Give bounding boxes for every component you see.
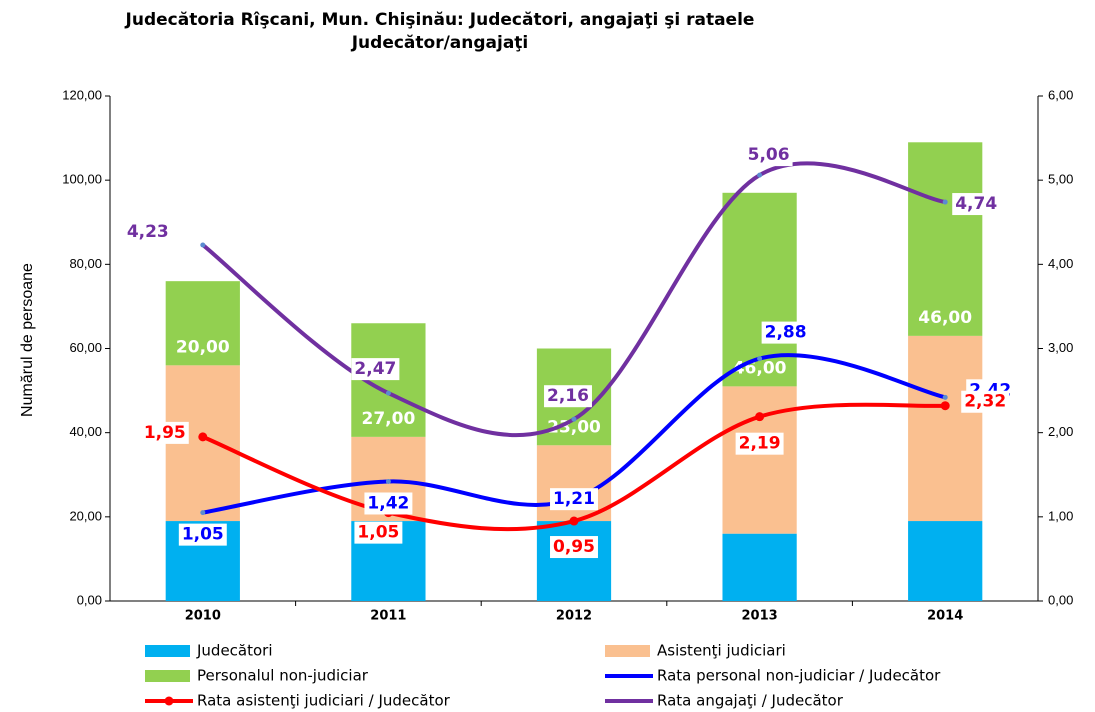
line-marker (385, 390, 391, 396)
y2-tick-label: 1,00 (1048, 508, 1073, 523)
line-value-label: 2,16 (547, 386, 589, 406)
value-label-box (178, 523, 227, 546)
legend-label: Judecători (196, 642, 273, 660)
line-value-label: 4,23 (127, 222, 169, 242)
chart-title: Judecătoria Rîşcani, Mun. Chişinău: Jude… (125, 10, 755, 30)
y2-tick-label: 4,00 (1048, 256, 1073, 271)
y2-tick-label: 0,00 (1048, 592, 1073, 607)
line-value-label: 2,88 (765, 323, 807, 343)
legend-label: Asistenţi judiciari (657, 642, 786, 660)
y-tick-label: 20,00 (69, 508, 102, 523)
value-label-box (364, 492, 413, 515)
value-label-box (550, 536, 598, 559)
line-value-label: 0,95 (553, 537, 595, 557)
value-label-box (744, 144, 793, 167)
line (201, 161, 946, 438)
y-axis-label: Numărul de persoane (19, 263, 36, 417)
bar (165, 281, 240, 366)
y2-tick-label: 5,00 (1048, 172, 1073, 187)
legend-label: Rata angajaţi / Judecător (657, 692, 844, 710)
legend-label: Rata asistenţi judiciari / Judecător (197, 692, 451, 710)
bar-value-label: 20,00 (176, 337, 230, 357)
line-value-label: 1,05 (182, 525, 224, 545)
line-value-label: 5,06 (748, 145, 790, 165)
x-tick-label: 2012 (556, 609, 592, 624)
bar-value-label: 23,00 (547, 417, 601, 437)
y-tick-label: 40,00 (69, 424, 102, 439)
legend-marker (164, 696, 174, 706)
line-marker (940, 401, 950, 411)
line-value-label: 1,05 (357, 523, 399, 543)
line-marker (942, 394, 948, 400)
value-label-box (140, 421, 189, 444)
bar-value-label: 46,00 (918, 308, 972, 328)
y2-tick-label: 2,00 (1048, 424, 1073, 439)
bar (908, 335, 983, 522)
value-label-box (550, 488, 598, 511)
line-value-label: 1,42 (367, 493, 409, 513)
line-value-label: 1,21 (553, 489, 595, 509)
line-marker (757, 356, 763, 362)
y2-tick-label: 3,00 (1048, 340, 1073, 355)
line-value-label: 1,95 (144, 423, 186, 443)
bar-value-label: 27,00 (362, 409, 416, 429)
x-tick-label: 2014 (927, 609, 963, 624)
y-tick-label: 0,00 (77, 592, 102, 607)
x-tick-label: 2011 (370, 609, 406, 624)
line-value-label: 2,47 (354, 359, 396, 379)
y-tick-label: 80,00 (69, 256, 102, 271)
line-marker (200, 510, 206, 516)
line-value-label: 2,19 (739, 434, 781, 454)
legend-swatch (145, 645, 190, 657)
bar (722, 533, 797, 601)
line-marker (755, 412, 765, 422)
value-label-box (544, 385, 592, 408)
line-marker (200, 242, 206, 248)
x-tick-label: 2013 (742, 609, 778, 624)
value-label-box (351, 358, 400, 381)
bar (722, 386, 797, 534)
bar (908, 142, 983, 336)
legend-label: Personalul non-judiciar (197, 667, 369, 685)
y2-tick-label: 6,00 (1048, 87, 1073, 102)
value-label-box (123, 220, 172, 243)
y-tick-label: 100,00 (62, 172, 102, 187)
line-value-label: 2,32 (964, 392, 1006, 412)
y-tick-label: 60,00 (69, 340, 102, 355)
value-label-box (735, 432, 784, 455)
legend-label: Rata personal non-judiciar / Judecător (657, 667, 941, 685)
value-label-box (354, 521, 403, 544)
line-marker (757, 172, 763, 178)
line-marker (571, 416, 577, 422)
bar (536, 521, 612, 601)
legend-swatch (605, 645, 650, 657)
legend-swatch (145, 670, 190, 682)
bar (908, 521, 983, 601)
line-marker (385, 478, 391, 484)
value-label-box (952, 193, 1001, 216)
x-tick-label: 2010 (185, 609, 221, 624)
value-label-box (761, 321, 810, 344)
line-marker (942, 199, 948, 205)
line-marker (569, 516, 579, 526)
value-label-box (961, 390, 1010, 413)
line-value-label: 4,74 (955, 194, 997, 214)
line-marker (198, 432, 208, 442)
chart-subtitle: Judecător/angajaţi (351, 33, 529, 53)
y-tick-label: 120,00 (62, 87, 102, 102)
